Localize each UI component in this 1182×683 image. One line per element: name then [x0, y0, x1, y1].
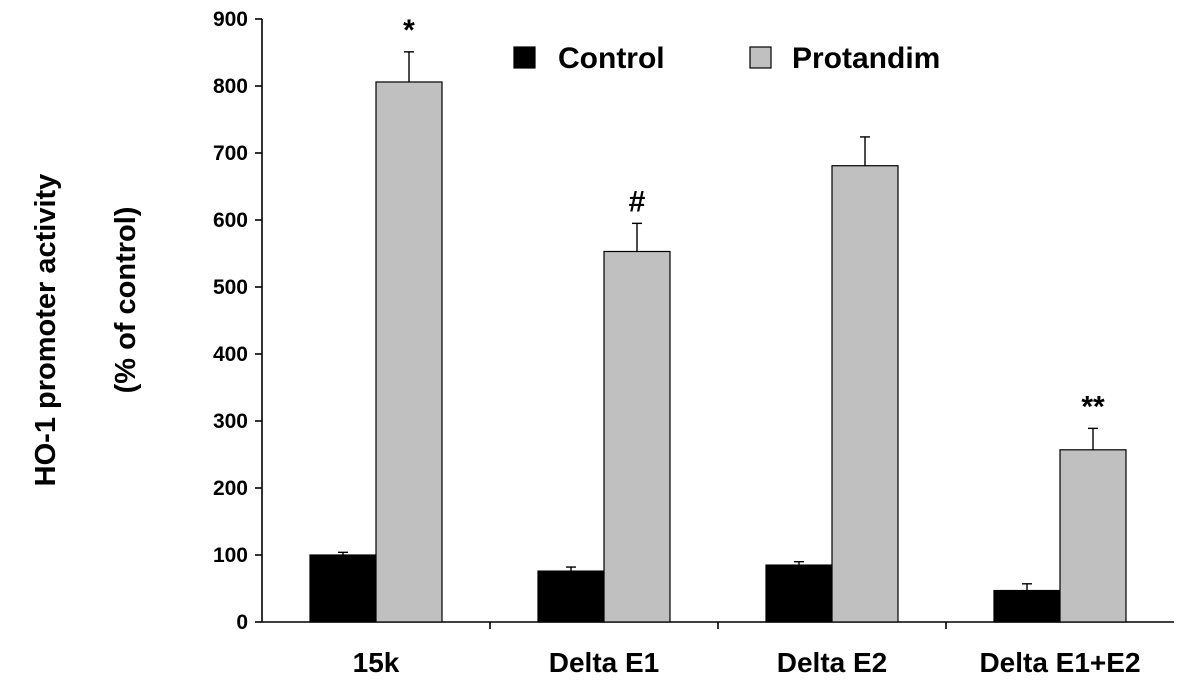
legend-swatch-protandim	[749, 46, 772, 69]
x-category-label: Delta E2	[777, 647, 888, 678]
x-category-label: Delta E1	[549, 647, 660, 678]
significance-annotation: *	[403, 14, 415, 47]
legend-label-control: Control	[558, 42, 665, 75]
category-labels: 15k Delta E1 Delta E2 Delta E1+E2	[353, 647, 1141, 678]
y-axis-title-line1: HO-1 promoter activity	[30, 174, 62, 487]
y-tick-label: 500	[213, 276, 248, 299]
annotations: * # **	[403, 14, 1105, 424]
legend-label-protandim: Protandim	[792, 42, 940, 75]
x-category-label: Delta E1+E2	[979, 647, 1140, 678]
bar-control	[993, 589, 1061, 623]
y-tick-label: 300	[213, 410, 248, 433]
bar-protandim	[375, 81, 443, 623]
bar-protandim	[1059, 449, 1127, 623]
bar-control	[765, 564, 833, 623]
y-tick-label: 900	[213, 8, 248, 31]
axes: 0 100 200 300 400 500 600 700 800 900	[213, 8, 1174, 634]
y-tick-label: 200	[213, 477, 248, 500]
bar-protandim	[603, 250, 671, 623]
y-axis-title: HO-1 promoter activity (% of control)	[30, 174, 142, 487]
bar-control	[309, 554, 377, 623]
y-tick-label: 600	[213, 209, 248, 232]
y-tick-label: 400	[213, 343, 248, 366]
legend: Control Protandim	[513, 42, 940, 75]
bar-control	[537, 570, 605, 623]
legend-swatch-control	[513, 46, 536, 69]
y-axis-title-line2: (% of control)	[110, 207, 142, 394]
y-tick-label: 100	[213, 544, 248, 567]
y-tick-label: 700	[213, 142, 248, 165]
x-category-label: 15k	[353, 647, 400, 678]
bar-protandim	[831, 165, 899, 623]
bars	[309, 51, 1127, 623]
y-tick-label: 0	[236, 611, 248, 634]
significance-annotation: #	[629, 185, 646, 218]
significance-annotation: **	[1081, 390, 1105, 423]
y-tick-label: 800	[213, 75, 248, 98]
